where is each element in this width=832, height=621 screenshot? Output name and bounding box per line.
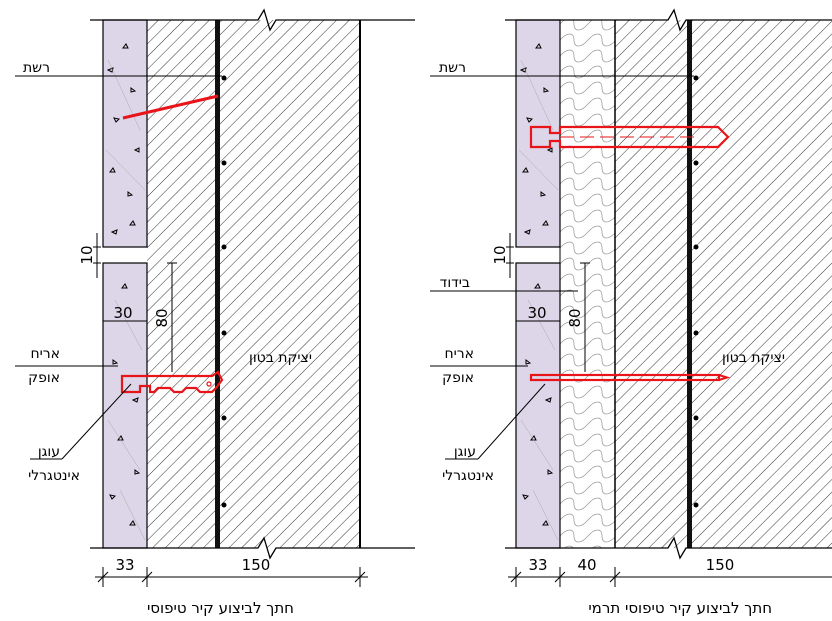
right-insulation <box>559 19 616 549</box>
right-dim-depth: 30 <box>527 304 546 322</box>
left-bottom-line <box>90 536 415 560</box>
right-label-concrete: יציקת בטון <box>722 350 785 366</box>
left-dim-tile: 33 <box>115 556 134 574</box>
right-leader-anchor-diag <box>477 383 546 460</box>
right-bottom-line <box>505 536 832 560</box>
left-section: 80 10 30 33 150 רשת אריח אופק עוגן אינטג… <box>15 8 415 617</box>
left-tile-texture <box>105 59 146 541</box>
right-label-insulation: בידוד <box>440 275 470 291</box>
mesh-dot <box>693 330 699 336</box>
left-label-tile-1: אריח <box>30 346 60 362</box>
right-label-mesh: רשת <box>439 60 466 76</box>
right-label-anchor-2: אינטגרלי <box>442 468 494 484</box>
mesh-dot <box>221 160 227 166</box>
left-label-anchor-2: אינטגרלי <box>28 468 80 484</box>
right-dim-height: 80 <box>566 308 584 327</box>
mesh-dot <box>693 160 699 166</box>
mesh-dot <box>693 415 699 421</box>
right-dim-tile: 33 <box>528 556 547 574</box>
right-mesh <box>687 20 692 548</box>
mesh-dot <box>221 75 227 81</box>
mesh-dot <box>693 244 699 250</box>
right-dim-joint: 10 <box>491 245 509 264</box>
left-tie-wire <box>122 94 219 120</box>
mesh-dot <box>221 330 227 336</box>
left-dim-depth: 30 <box>113 304 132 322</box>
right-caption: חתך לביצוע קיר טיפוסי תרמי <box>588 599 772 617</box>
anchor-tip <box>718 374 731 381</box>
mesh-dot <box>221 415 227 421</box>
right-anchor-lower <box>529 373 721 382</box>
right-label-tile-2: אופק <box>442 370 474 386</box>
right-concrete-hatch <box>615 20 832 548</box>
right-tile-aggregate <box>519 43 554 526</box>
right-tile-texture <box>518 59 559 541</box>
right-dim-insulation: 40 <box>577 556 596 574</box>
left-label-concrete: יציקת בטון <box>249 350 312 366</box>
left-tile-upper <box>102 19 148 248</box>
right-dim-wall: 150 <box>706 556 735 574</box>
left-label-mesh: רשת <box>23 60 50 76</box>
right-anchor-upper <box>529 125 730 149</box>
left-leader-anchor-diag <box>61 383 132 460</box>
left-dim-joint: 10 <box>78 245 96 264</box>
left-caption: חתך לביצוע קיר טיפוסי <box>147 599 294 617</box>
right-section: 80 10 30 33 40 150 רשת בידוד אריח אופק ע… <box>430 8 832 617</box>
left-concrete-hatch <box>147 20 360 548</box>
left-dim-wall: 150 <box>242 556 271 574</box>
mesh-dot <box>221 244 227 250</box>
anchor-hole <box>206 381 212 387</box>
right-dim-ticks <box>510 567 621 587</box>
right-label-anchor-1: עוגן <box>454 444 476 460</box>
mesh-dot <box>221 502 227 508</box>
left-label-tile-2: אופק <box>28 370 60 386</box>
left-top-line <box>90 8 415 32</box>
mesh-dot <box>693 502 699 508</box>
left-dim-height: 80 <box>153 308 171 327</box>
left-tile-aggregate <box>106 43 141 526</box>
left-dim-ticks <box>97 567 366 587</box>
left-label-anchor-1: עוגן <box>38 444 60 460</box>
mesh-dot <box>693 75 699 81</box>
left-mesh <box>215 20 220 548</box>
right-label-tile-1: אריח <box>444 346 474 362</box>
left-integral-anchor <box>120 370 224 394</box>
right-top-line <box>505 8 832 32</box>
